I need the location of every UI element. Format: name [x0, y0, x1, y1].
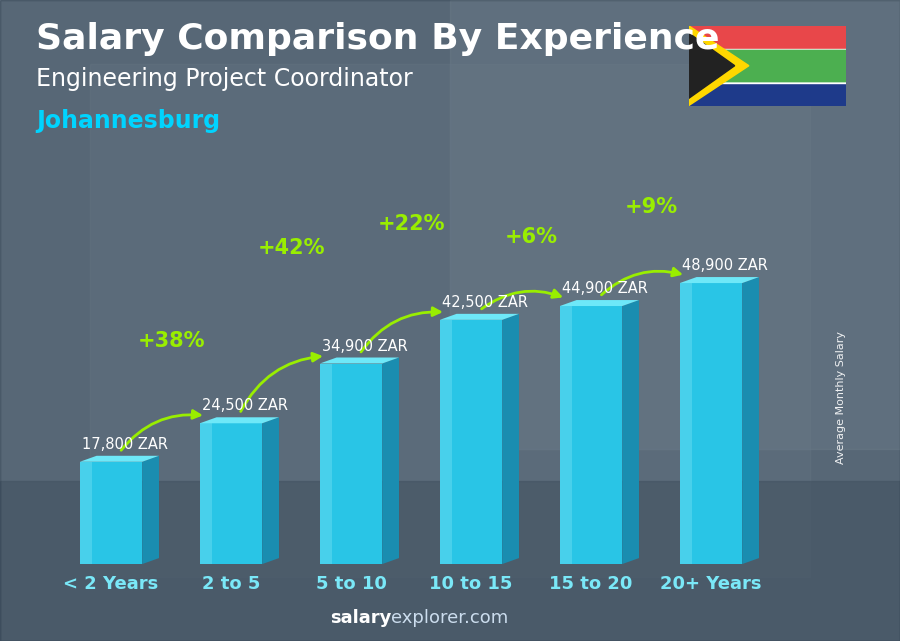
- Text: +42%: +42%: [257, 238, 325, 258]
- Text: explorer.com: explorer.com: [392, 609, 508, 627]
- Text: Engineering Project Coordinator: Engineering Project Coordinator: [36, 67, 413, 91]
- Polygon shape: [262, 417, 279, 564]
- Bar: [320, 363, 382, 564]
- Bar: [80, 462, 93, 564]
- Text: 44,900 ZAR: 44,900 ZAR: [562, 281, 648, 296]
- Polygon shape: [200, 417, 279, 423]
- Polygon shape: [440, 314, 519, 320]
- Text: Johannesburg: Johannesburg: [36, 109, 220, 133]
- FancyArrowPatch shape: [240, 353, 320, 412]
- Text: 42,500 ZAR: 42,500 ZAR: [442, 295, 528, 310]
- FancyArrowPatch shape: [601, 269, 680, 295]
- Polygon shape: [502, 314, 519, 564]
- Text: 34,900 ZAR: 34,900 ZAR: [322, 338, 408, 354]
- Bar: [200, 423, 212, 564]
- Bar: [440, 320, 453, 564]
- Polygon shape: [382, 358, 399, 564]
- FancyArrowPatch shape: [482, 290, 561, 309]
- Bar: [688, 51, 846, 81]
- Polygon shape: [142, 456, 159, 564]
- Polygon shape: [622, 300, 639, 564]
- Polygon shape: [320, 358, 399, 363]
- Bar: [440, 320, 502, 564]
- Bar: [680, 283, 692, 564]
- Bar: [560, 306, 622, 564]
- Polygon shape: [680, 277, 759, 283]
- Text: 48,900 ZAR: 48,900 ZAR: [682, 258, 768, 273]
- Text: +6%: +6%: [505, 227, 557, 247]
- Bar: [560, 306, 572, 564]
- Polygon shape: [688, 33, 734, 99]
- Bar: [80, 462, 142, 564]
- FancyArrowPatch shape: [122, 410, 200, 450]
- Text: 17,800 ZAR: 17,800 ZAR: [82, 437, 168, 452]
- Bar: [450, 0, 900, 449]
- Bar: [688, 51, 846, 81]
- Text: salary: salary: [330, 609, 392, 627]
- Text: +22%: +22%: [377, 214, 445, 234]
- Polygon shape: [688, 26, 749, 106]
- Bar: [320, 363, 332, 564]
- FancyArrowPatch shape: [361, 308, 440, 352]
- Bar: [688, 65, 846, 106]
- Text: 24,500 ZAR: 24,500 ZAR: [202, 398, 288, 413]
- Bar: [680, 283, 742, 564]
- Polygon shape: [80, 456, 159, 462]
- Polygon shape: [742, 277, 759, 564]
- Polygon shape: [560, 300, 639, 306]
- Bar: [0, 481, 900, 641]
- Text: Salary Comparison By Experience: Salary Comparison By Experience: [36, 22, 719, 56]
- Bar: [688, 26, 846, 65]
- Text: +38%: +38%: [138, 331, 205, 351]
- Text: Average Monthly Salary: Average Monthly Salary: [836, 331, 847, 464]
- Bar: [200, 423, 262, 564]
- Bar: [688, 49, 846, 83]
- Text: +9%: +9%: [625, 197, 678, 217]
- Bar: [90, 64, 810, 577]
